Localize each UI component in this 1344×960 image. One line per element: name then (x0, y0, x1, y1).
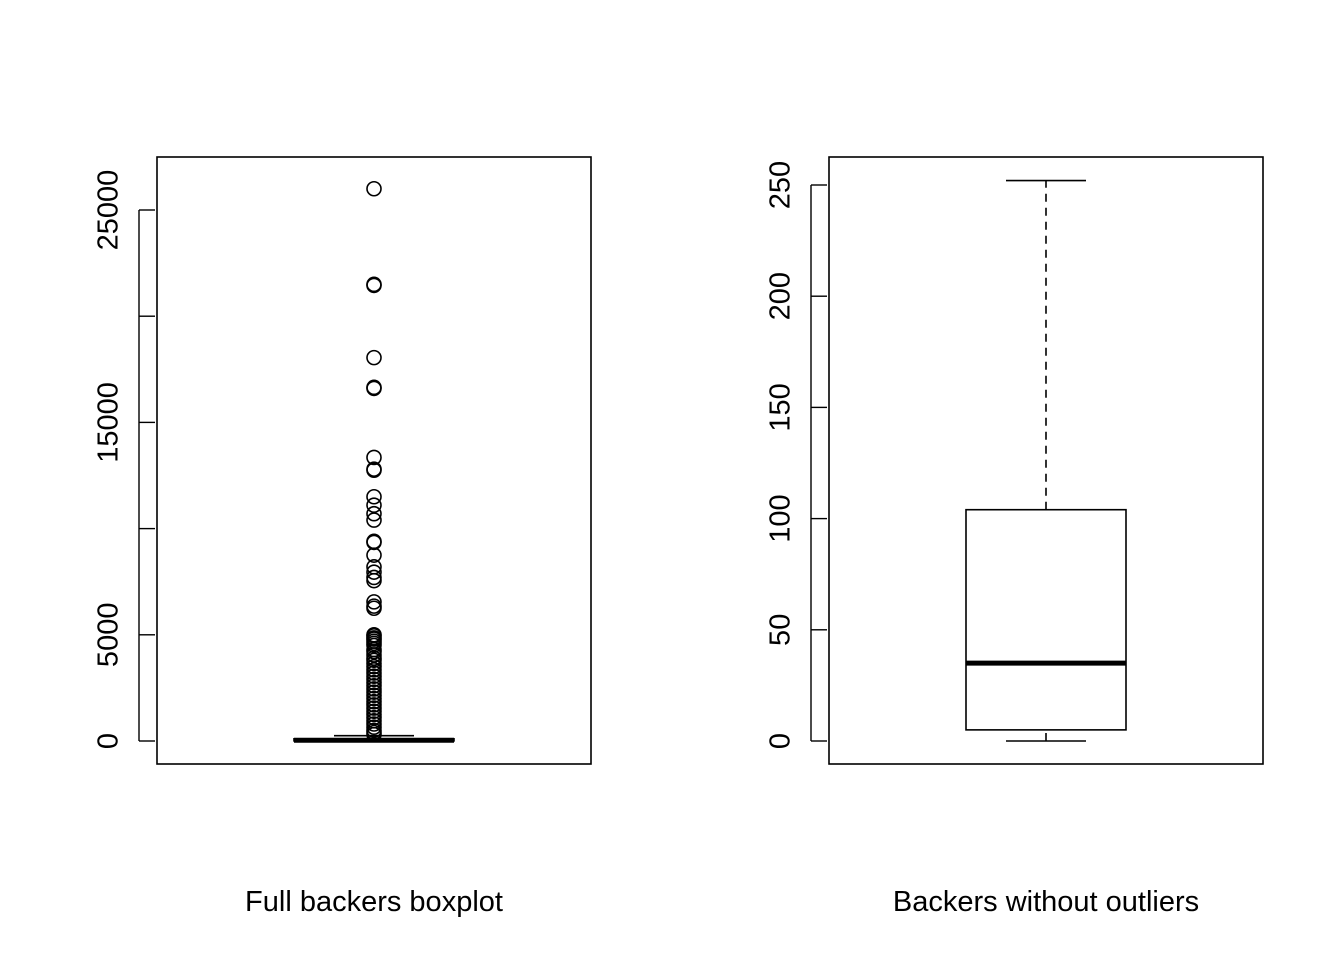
outlier-point (366, 512, 382, 528)
outlier-point (366, 600, 382, 617)
panel-backers-without-outliers: 0 50 100 150 200 250 Backers without outliers (765, 156, 1264, 918)
outlier-point (366, 497, 382, 514)
panel-full-backers: 0 5000 15000 25000 Full backers boxplot (93, 156, 592, 918)
outlier-point (366, 277, 382, 294)
plot-frame (156, 156, 592, 765)
y-tick-label: 5000 (93, 603, 125, 668)
y-tick-label: 15000 (93, 382, 125, 463)
y-tick-label: 200 (765, 272, 797, 320)
outlier-point (366, 726, 382, 743)
outlier-point (366, 505, 382, 522)
outlier-point (366, 564, 382, 580)
y-tick-label: 50 (765, 614, 797, 646)
plot-frame (828, 156, 1264, 765)
outlier-point (366, 462, 382, 478)
outlier-point (366, 572, 382, 589)
y-tick-label: 150 (765, 383, 797, 431)
outlier-point (366, 180, 382, 197)
outlier-point (366, 637, 382, 654)
outlier-point (366, 594, 382, 610)
y-tick-label: 250 (765, 161, 797, 209)
y-tick-label: 25000 (93, 170, 125, 251)
x-axis-label: Full backers boxplot (245, 886, 503, 918)
y-tick-label: 100 (765, 494, 797, 542)
y-tick-label: 0 (765, 733, 797, 749)
outlier-point (366, 449, 382, 466)
outlier-point (366, 547, 382, 563)
x-axis-label: Backers without outliers (893, 886, 1199, 918)
outlier-point (366, 349, 382, 366)
outlier-point (366, 488, 382, 505)
outlier-point (366, 534, 382, 551)
iqr-box (965, 508, 1127, 731)
y-tick-label: 0 (93, 733, 125, 749)
outlier-point (366, 380, 382, 397)
